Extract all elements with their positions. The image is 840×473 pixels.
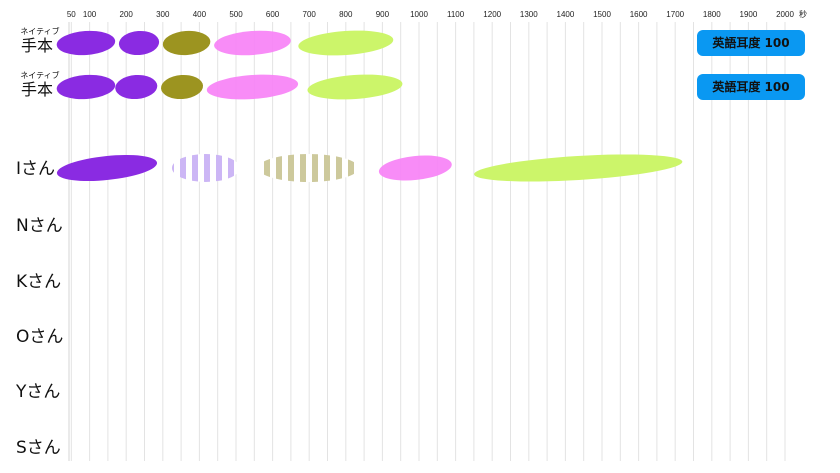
x-axis-ticks: 50 100 200 300 400 500 600 700 800 900 1000 1100 120… [67, 9, 807, 19]
row-label: Yさん [15, 382, 60, 402]
segment-pink [214, 30, 291, 56]
row-label: Iさん [16, 159, 55, 179]
x-tick-label: 2000 [776, 10, 794, 19]
row-label-sub: ネイティブ [20, 70, 59, 80]
segment-purple [115, 74, 158, 100]
segment-purple [56, 154, 158, 182]
segment-lime [298, 30, 394, 56]
x-unit-label: 秒 [799, 9, 807, 19]
segment-olive [161, 74, 204, 100]
x-tick-label: 1800 [703, 10, 721, 19]
segment-purple [56, 30, 116, 56]
x-tick-label: 900 [376, 10, 390, 19]
x-tick-label: 1900 [740, 10, 758, 19]
x-tick-label: 50 [67, 10, 76, 19]
x-tick-label: 600 [266, 10, 280, 19]
timeline-segments [56, 30, 683, 182]
x-tick-label: 700 [303, 10, 317, 19]
x-tick-label: 300 [156, 10, 170, 19]
segment-lime [474, 154, 683, 182]
row-label-sub: ネイティブ [20, 26, 59, 36]
x-tick-label: 1200 [483, 10, 501, 19]
x-tick-label: 500 [229, 10, 243, 19]
x-tick-label: 1100 [447, 10, 465, 19]
x-tick-label: 800 [339, 10, 353, 19]
row-label: Kさん [16, 272, 61, 292]
row-label-main: 手本 [21, 36, 53, 55]
x-tick-label: 200 [120, 10, 134, 19]
score-badge: 英語耳度 100 [697, 30, 805, 56]
segment-pink [206, 74, 299, 100]
segment-khaki_striped [257, 154, 359, 182]
x-tick-label: 1600 [630, 10, 648, 19]
segment-olive [162, 30, 211, 56]
row-label: Nさん [16, 216, 63, 236]
x-tick-label: 1500 [593, 10, 611, 19]
x-tick-label: 1700 [666, 10, 684, 19]
row-label-main: 手本 [21, 80, 53, 99]
x-tick-label: 400 [193, 10, 207, 19]
segment-purple [118, 30, 160, 56]
x-tick-label: 1300 [520, 10, 538, 19]
segment-pink [378, 155, 452, 181]
segment-lavender_striped [171, 154, 240, 182]
row-label: Sさん [16, 438, 61, 458]
segment-purple [56, 74, 116, 100]
segment-lime [307, 74, 403, 100]
x-tick-label: 1400 [557, 10, 575, 19]
score-badge: 英語耳度 100 [697, 74, 805, 100]
x-tick-label: 100 [83, 10, 97, 19]
row-label: Oさん [16, 327, 63, 347]
x-tick-label: 1000 [410, 10, 428, 19]
